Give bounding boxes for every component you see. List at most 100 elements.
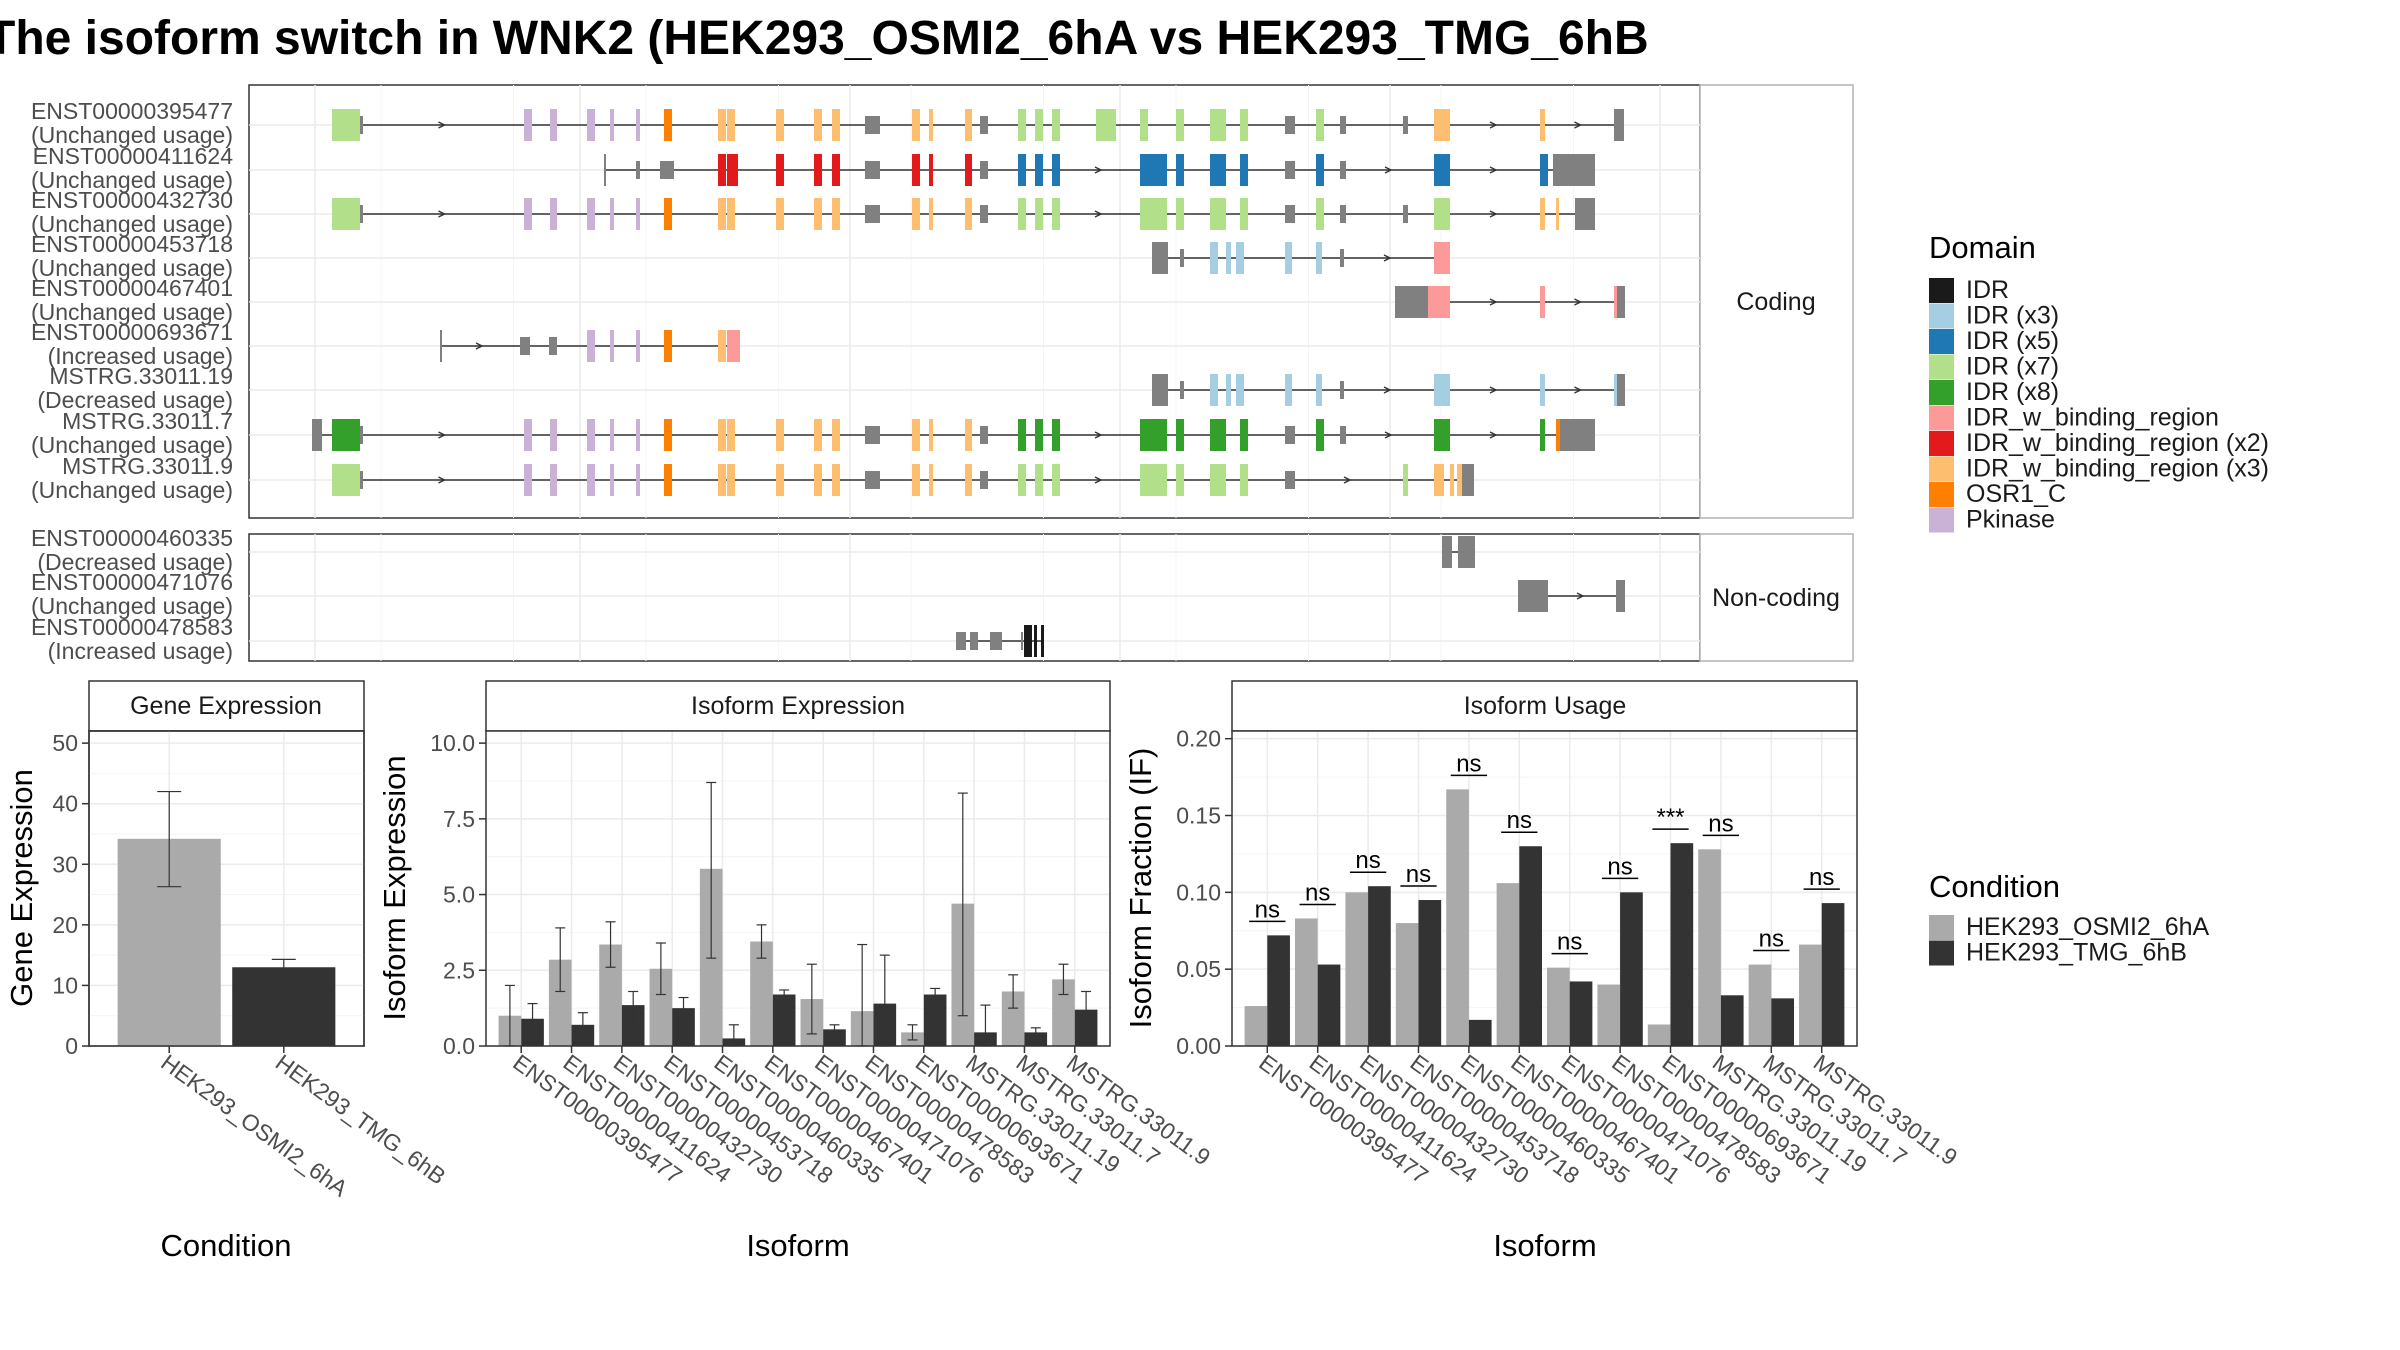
isoform-usage-label: (Decreased usage) — [37, 387, 233, 413]
bar — [923, 994, 947, 1046]
gene-expression-strip — [88, 680, 365, 732]
exon — [1560, 419, 1595, 451]
transcript-model-ENST00000411624 — [604, 154, 1595, 186]
exon — [865, 205, 880, 223]
exon — [1180, 249, 1184, 267]
exon — [832, 464, 840, 496]
significance-label: ns — [1809, 864, 1834, 891]
isoform-id-label: ENST00000460335 — [31, 525, 233, 551]
exon — [965, 198, 972, 230]
exon — [1340, 116, 1346, 134]
exon — [727, 330, 740, 362]
exon — [1052, 198, 1060, 230]
y-tick-label: 20 — [52, 912, 78, 938]
exon — [1442, 536, 1452, 568]
strand-arrow — [438, 121, 447, 129]
exon — [1210, 242, 1218, 274]
bar — [772, 994, 796, 1046]
exon — [587, 419, 595, 451]
exon — [1434, 198, 1450, 230]
isoform-id-label: MSTRG.33011.7 — [62, 408, 233, 434]
exon — [1458, 536, 1475, 568]
domain-legend-key — [1929, 405, 1954, 431]
exon — [664, 109, 672, 141]
bar — [1647, 1024, 1671, 1046]
exon — [636, 464, 640, 496]
y-tick-label: 2.5 — [443, 957, 475, 983]
exon — [1403, 205, 1408, 223]
domain-legend-key — [1929, 482, 1954, 507]
exon — [1210, 374, 1218, 406]
exon — [664, 419, 672, 451]
exon — [550, 419, 557, 451]
bar — [1748, 964, 1772, 1046]
exon — [360, 426, 363, 444]
isoform-usage-panel: Isoform Usage 0.000.050.100.150.20ENST00… — [1123, 680, 1962, 1263]
exon — [718, 419, 726, 451]
exon — [1340, 381, 1344, 399]
exon — [912, 198, 920, 230]
isoform-usage-label: (Unchanged usage) — [31, 477, 233, 503]
exon — [1035, 464, 1043, 496]
exon — [1018, 464, 1026, 496]
y-tick-label: 40 — [52, 791, 78, 817]
exon — [727, 154, 738, 186]
exon — [1035, 109, 1043, 141]
exon — [727, 109, 735, 141]
exon — [1540, 374, 1545, 406]
exon — [1340, 426, 1346, 444]
exon — [1340, 249, 1344, 267]
exon — [1210, 198, 1226, 230]
exon — [610, 109, 614, 141]
bar — [1418, 900, 1442, 1046]
exon — [1210, 154, 1226, 186]
exon — [610, 464, 614, 496]
exon — [1024, 625, 1032, 657]
strand-arrow — [1094, 431, 1103, 439]
strand-arrow — [1094, 166, 1103, 174]
exon — [814, 464, 822, 496]
exon — [1434, 464, 1444, 496]
exon — [718, 198, 726, 230]
bar — [232, 967, 336, 1046]
strand-arrow — [1574, 386, 1583, 394]
exon — [1052, 464, 1060, 496]
strand-arrow — [438, 210, 447, 218]
exon — [1403, 464, 1408, 496]
exon — [610, 330, 614, 362]
coding-strip-label: Coding — [1736, 288, 1815, 316]
y-tick-label: 0.15 — [1176, 803, 1221, 829]
exon — [1035, 198, 1043, 230]
exon — [660, 161, 674, 179]
domain-legend-key — [1929, 380, 1954, 405]
bar — [1799, 944, 1822, 1046]
exon — [1052, 419, 1060, 451]
y-tick-label: 10.0 — [430, 730, 475, 756]
exon — [360, 116, 363, 134]
exon — [912, 464, 920, 496]
exon — [524, 419, 532, 451]
exon — [1434, 109, 1450, 141]
bar — [1597, 984, 1621, 1046]
exon — [929, 154, 933, 186]
exon — [1226, 374, 1231, 406]
exon — [1018, 198, 1026, 230]
exon — [1034, 625, 1037, 657]
exon — [865, 426, 880, 444]
exon — [832, 419, 840, 451]
bar — [1698, 849, 1721, 1046]
bar — [1496, 883, 1520, 1046]
exon — [980, 426, 988, 444]
exon — [814, 419, 822, 451]
isoform-expression-title: Isoform Expression — [691, 692, 905, 720]
bar — [1295, 918, 1318, 1046]
bar — [1001, 991, 1025, 1046]
exon — [1035, 419, 1043, 451]
bar — [1317, 964, 1341, 1046]
exon — [1018, 109, 1026, 141]
exon — [1240, 198, 1248, 230]
exon — [865, 471, 880, 489]
domain-legend-key — [1929, 303, 1954, 329]
exon — [1316, 198, 1324, 230]
